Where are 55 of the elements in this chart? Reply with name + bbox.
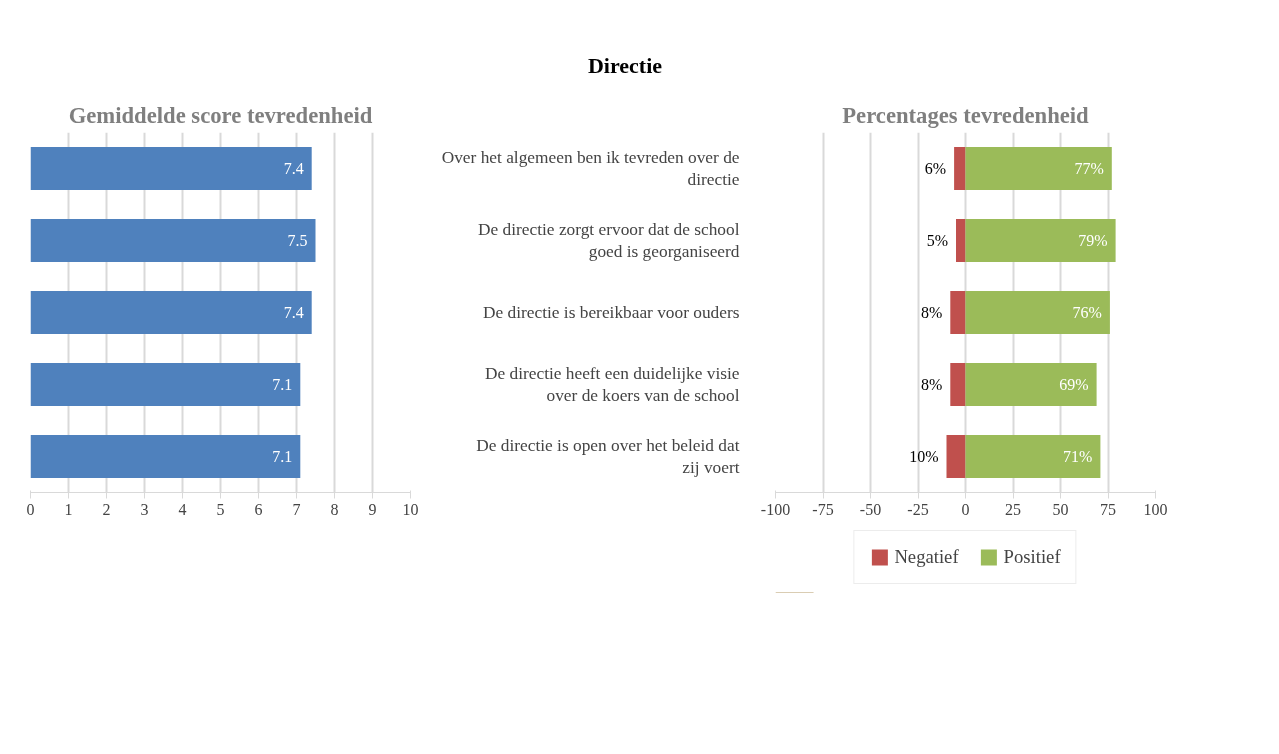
bar	[965, 146, 1112, 191]
data-label: 8%	[920, 304, 943, 321]
y-tick-label: De directie is bereikbaar voor ouders	[483, 303, 740, 322]
text: Directie	[586, 52, 664, 80]
x-tick-label: 75	[1100, 500, 1116, 518]
x-tick-label: 4	[178, 500, 187, 518]
x-tick-label: 1	[64, 500, 73, 518]
x-tick-label: 100	[1143, 500, 1168, 518]
x-tick-label: 0	[26, 500, 35, 518]
data-label: 10%	[909, 448, 939, 465]
x-tick-label: 7	[292, 500, 301, 518]
x-tick-label: 6	[254, 500, 263, 518]
bar	[950, 290, 966, 335]
legend-label: Negatief	[894, 546, 959, 568]
data-label: 7.4	[283, 160, 304, 177]
bar	[946, 434, 966, 479]
x-tick-label: -100	[760, 500, 791, 518]
bar	[950, 362, 966, 407]
x-tick-label: 9	[368, 500, 377, 518]
data-label: 7.1	[272, 448, 293, 465]
y-tick-label: De directie is open over het beleid dat zij voert	[476, 435, 740, 478]
chart-title: Gemiddelde score tevredenheid	[68, 102, 373, 128]
y-tick-label: De directie heeft een duidelijke visie over de koers van de school	[484, 363, 740, 406]
chart-title: Percentages tevredenheid	[842, 102, 1090, 128]
bar	[965, 362, 1097, 407]
data-label: 5%	[926, 232, 948, 249]
x-tick-label: 10	[402, 500, 419, 518]
data-label: 69%	[1059, 376, 1089, 393]
x-tick-label: -75	[812, 500, 834, 518]
y-tick-label: Over het algemeen ben ik tevreden over de directie	[441, 147, 740, 190]
x-tick-label: 2	[102, 500, 111, 518]
y-tick-label: De directie zorgt ervoor dat de school goed is georganiseerd	[478, 219, 740, 262]
x-tick-label: 50	[1052, 500, 1069, 518]
x-tick-label: 8	[330, 500, 339, 518]
bar	[965, 290, 1110, 335]
data-label: 7.5	[287, 232, 308, 249]
data-label: 79%	[1078, 232, 1108, 249]
data-label: 6%	[924, 160, 947, 177]
data-label: 7.1	[272, 376, 293, 393]
bar	[965, 434, 1101, 479]
data-label: 77%	[1074, 160, 1104, 177]
legend-label: Positief	[1003, 546, 1061, 568]
data-label: 76%	[1072, 304, 1102, 321]
data-label: 7.4	[283, 304, 304, 321]
x-tick-label: 5	[216, 500, 225, 518]
data-label: 71%	[1063, 448, 1093, 465]
x-tick-label: 3	[140, 500, 149, 518]
bar	[965, 218, 1116, 263]
x-tick-label: 25	[1005, 500, 1021, 518]
x-tick-label: -25	[907, 500, 929, 518]
x-tick-label: 0	[961, 500, 970, 518]
data-label: 8%	[920, 376, 943, 393]
bar	[956, 218, 966, 263]
bar	[954, 146, 966, 191]
x-tick-label: -50	[859, 500, 882, 518]
